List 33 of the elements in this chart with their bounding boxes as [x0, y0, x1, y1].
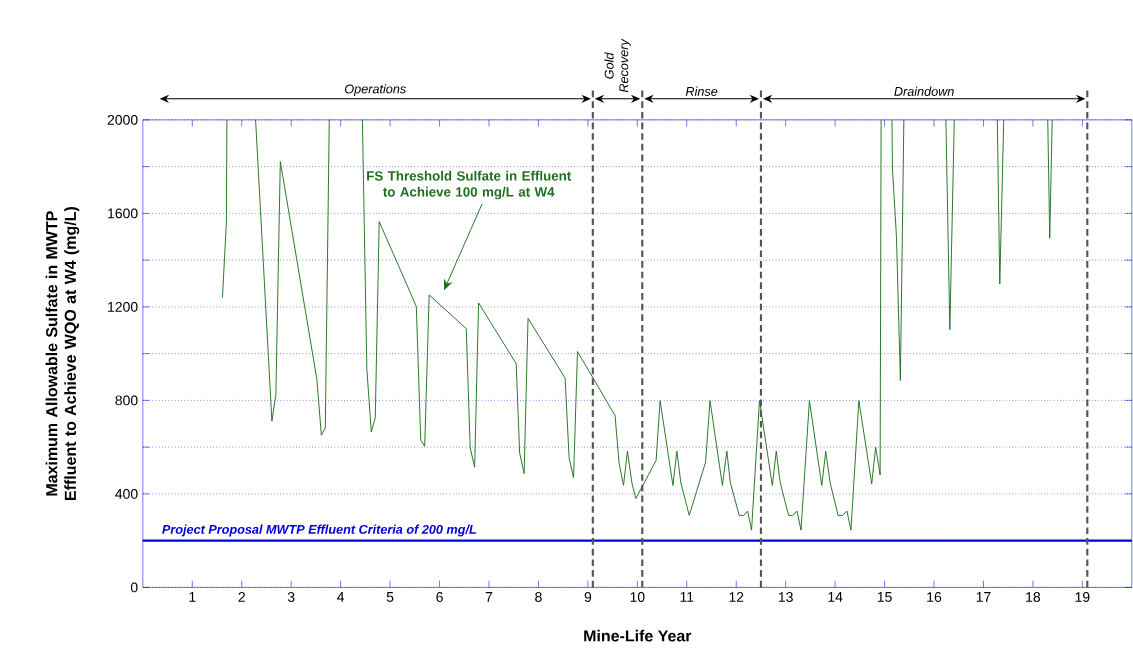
y-tick-label: 1200	[108, 301, 138, 312]
y-tick-label: 400	[115, 488, 138, 499]
x-tick-label: 17	[976, 591, 991, 602]
x-tick-label: 12	[729, 591, 744, 602]
x-tick-label: 11	[680, 591, 694, 602]
text: Draindown	[894, 86, 954, 96]
series-label: FS Threshold Sulfate in Effluent to Achieve 100 mg/L at W4	[367, 170, 572, 200]
x-tick-label: 5	[386, 591, 394, 602]
x-tick-label: 10	[630, 591, 645, 602]
x-tick-label: 2	[238, 591, 245, 602]
text: Gold Recovery	[604, 38, 631, 93]
text: Operations	[345, 83, 406, 96]
y-tick-label: 1600	[108, 208, 138, 219]
x-tick-label: 6	[436, 591, 443, 602]
x-tick-label: 18	[1026, 591, 1041, 602]
y-tick-label: 0	[130, 582, 138, 593]
y-axis-title: Maximum Allowable Sulfate in MWTP Effluent to Achieve WQO at W4 (mg/L)	[45, 206, 80, 500]
x-tick-label: 8	[535, 591, 542, 602]
x-tick-label: 13	[778, 591, 793, 602]
x-tick-label: 4	[337, 591, 345, 602]
x-axis-title: Mine-Life Year	[584, 629, 692, 642]
x-tick-label: 16	[927, 591, 942, 602]
x-tick-label: 1	[189, 591, 196, 602]
x-tick-label: 14	[828, 591, 843, 602]
y-tick-label: 800	[115, 395, 138, 406]
x-tick-label: 9	[584, 591, 592, 602]
text: Rinse	[685, 86, 718, 96]
x-tick-label: 19	[1075, 591, 1090, 602]
x-tick-label: 15	[877, 591, 892, 602]
x-tick-label: 7	[485, 591, 493, 602]
y-tick-label: 2000	[107, 114, 138, 125]
ref-line-label: Project Proposal MWTP Effluent Criteria of 200 mg/L	[162, 524, 476, 537]
x-tick-label: 3	[287, 591, 295, 602]
